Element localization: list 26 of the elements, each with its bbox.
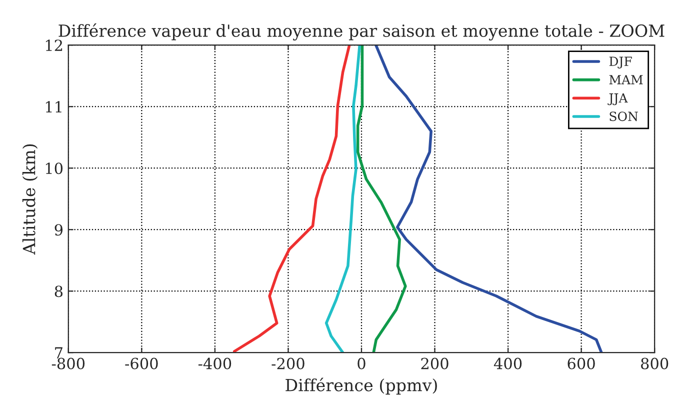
y-tick-label: 7 (55, 347, 62, 358)
x-tick-label: 400 (494, 358, 522, 370)
x-tick-label: 200 (421, 358, 448, 370)
x-tick-label: -600 (125, 358, 158, 370)
x-tick-label: -800 (52, 358, 85, 370)
y-tick-label: 10 (46, 162, 63, 174)
legend-label: JJA (608, 93, 628, 106)
legend-label: DJF (609, 56, 632, 68)
legend-label: MAM (609, 75, 643, 84)
line-series (356, 45, 407, 353)
y-axis-title: Altitude (km) (22, 144, 38, 255)
y-tick-label: 9 (54, 224, 63, 236)
y-tick-label: 8 (54, 286, 63, 298)
chart-title: Différence vapeur d'eau moyenne par saison et moyenne totale - ZOOM (58, 23, 664, 40)
line-series (374, 45, 603, 353)
y-tick-label: 12 (46, 40, 62, 51)
x-tick-label: 800 (641, 358, 668, 370)
x-axis-title: Différence (ppmv) (286, 378, 437, 395)
x-tick-label: -200 (272, 358, 304, 370)
line-series (232, 45, 351, 353)
y-tick-label: 11 (46, 101, 62, 112)
x-tick-label: -400 (198, 358, 232, 370)
x-tick-label: 600 (568, 358, 595, 370)
legend-label: SON (610, 112, 638, 122)
line-series (324, 45, 362, 353)
x-tick-label: 0 (358, 358, 366, 370)
